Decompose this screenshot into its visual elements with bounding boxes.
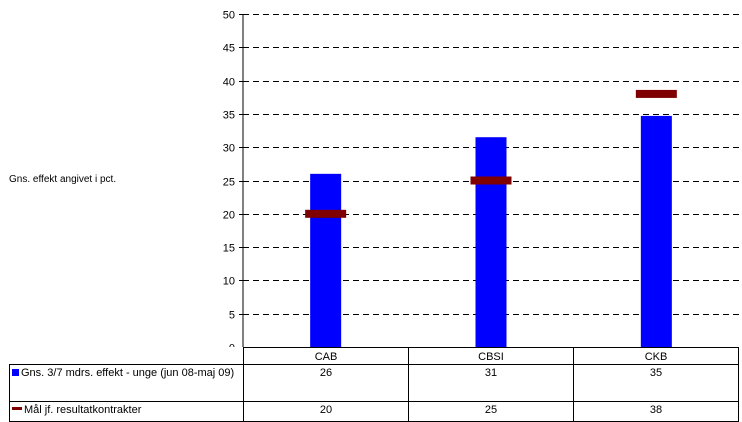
- table-row: Gns. 3/7 mdrs. effekt - unge (jun 08-maj…: [9, 364, 739, 402]
- table-cell: 25: [408, 401, 574, 422]
- y-tick-label: 30: [223, 143, 235, 155]
- table-row: Mål jf. resultatkontrakter 20 25 38: [9, 401, 739, 422]
- y-tick-label: 0: [229, 343, 235, 348]
- legend-entry-bar: Gns. 3/7 mdrs. effekt - unge (jun 08-maj…: [9, 364, 244, 402]
- category-label: CKB: [573, 347, 739, 365]
- series-name: Gns. 3/7 mdrs. effekt - unge (jun 08-maj…: [21, 367, 235, 379]
- table-corner: [10, 348, 244, 365]
- y-tick-label: 25: [223, 177, 235, 189]
- target-marker: [305, 209, 347, 218]
- y-tick-label: 40: [223, 77, 235, 89]
- y-tick-label: 50: [223, 10, 235, 22]
- chart-area: 0 5 10 15 20 25 30 35 40 45 50: [223, 10, 739, 348]
- target-markers: [305, 89, 677, 218]
- y-axis: 0 5 10 15 20 25 30 35 40 45 50: [223, 10, 244, 348]
- y-tick-label: 15: [223, 243, 235, 255]
- bar: [475, 137, 507, 347]
- bar-swatch-icon: [12, 369, 19, 376]
- category-row: CAB CBSI CKB: [10, 347, 739, 365]
- y-tick-label: 35: [223, 110, 235, 122]
- target-marker: [470, 176, 512, 185]
- table-cell: 31: [408, 364, 574, 402]
- legend-entry-marker: Mål jf. resultatkontrakter: [9, 401, 244, 422]
- y-tick-label: 20: [223, 210, 235, 222]
- y-tick-label: 45: [223, 43, 235, 55]
- data-table: CAB CBSI CKB Gns. 3/7 mdrs. effekt - ung…: [9, 347, 739, 422]
- table-cell: 35: [573, 364, 739, 402]
- table-cell: 20: [243, 401, 409, 422]
- target-marker: [635, 89, 677, 98]
- table-cell: 26: [243, 364, 409, 402]
- y-axis-label: Gns. effekt angivet i pct.: [9, 174, 117, 185]
- series-name: Mål jf. resultatkontrakter: [24, 404, 142, 416]
- bar: [640, 115, 672, 347]
- category-label: CAB: [243, 347, 409, 365]
- bar-series: [310, 115, 672, 347]
- table-cell: 38: [573, 401, 739, 422]
- bar: [310, 173, 342, 347]
- category-label: CBSI: [408, 347, 574, 365]
- line-swatch-icon: [12, 407, 22, 410]
- y-tick-label: 10: [223, 276, 235, 288]
- y-tick-label: 5: [229, 310, 235, 322]
